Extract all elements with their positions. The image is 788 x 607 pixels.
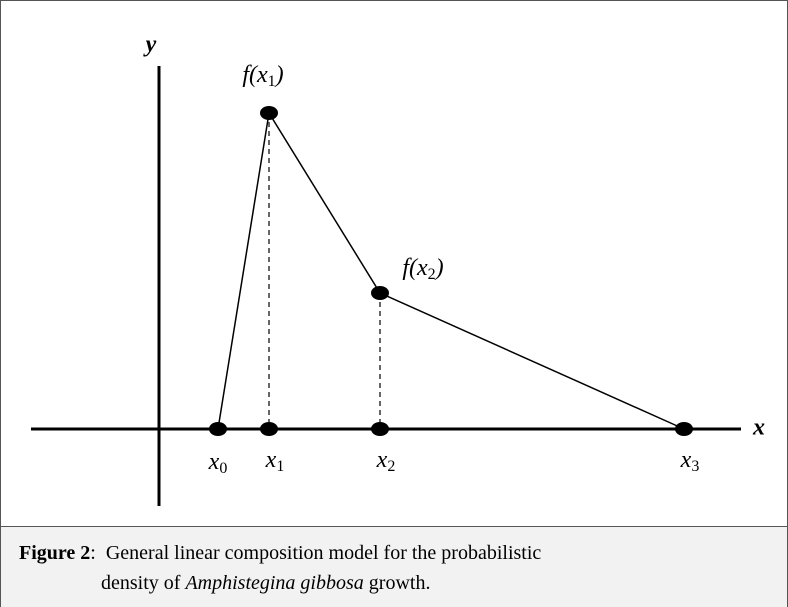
caption: Figure 2: General linear composition mod… bbox=[1, 526, 787, 607]
label-sub: 2 bbox=[387, 458, 395, 475]
density-curve bbox=[217, 110, 685, 430]
caption-text: density of bbox=[101, 572, 186, 594]
label-part: f(x bbox=[242, 62, 268, 88]
label-part: f(x bbox=[402, 255, 428, 281]
point bbox=[260, 106, 278, 120]
point-label: f(x2) bbox=[402, 255, 443, 283]
diagram: y x f(x1) f(x2) x0 x1 x2 x3 bbox=[31, 32, 765, 506]
y-axis-label: y bbox=[143, 32, 157, 58]
caption-label: Figure 2 bbox=[19, 542, 91, 564]
point bbox=[371, 286, 389, 300]
label-part: x bbox=[208, 449, 220, 475]
caption-line: Figure 2: General linear composition mod… bbox=[19, 542, 541, 565]
label-part: x bbox=[265, 447, 277, 473]
x-label: x1 bbox=[265, 447, 285, 475]
label-part: x bbox=[680, 447, 692, 473]
point bbox=[371, 422, 389, 436]
x-label: x2 bbox=[376, 447, 396, 475]
label-sub: 2 bbox=[428, 266, 436, 283]
point bbox=[260, 422, 278, 436]
caption-line: density of Amphistegina gibbosa growth. bbox=[101, 572, 430, 595]
label-part: ) bbox=[434, 255, 444, 281]
caption-species: Amphistegina gibbosa bbox=[185, 572, 364, 594]
label-part: x bbox=[376, 447, 388, 473]
label-part: ) bbox=[274, 62, 284, 88]
x-label: x0 bbox=[208, 449, 228, 477]
label-sub: 1 bbox=[268, 73, 276, 90]
label-sub: 3 bbox=[691, 458, 699, 475]
label-sub: 1 bbox=[276, 458, 284, 475]
point bbox=[209, 422, 227, 436]
caption-text: : General linear composition model for t… bbox=[90, 542, 542, 564]
caption-text: growth. bbox=[363, 572, 431, 594]
x-axis-label: x bbox=[752, 415, 765, 441]
point-label: f(x1) bbox=[242, 62, 283, 90]
x-label: x3 bbox=[680, 447, 700, 475]
point bbox=[675, 422, 693, 436]
label-sub: 0 bbox=[219, 460, 227, 477]
